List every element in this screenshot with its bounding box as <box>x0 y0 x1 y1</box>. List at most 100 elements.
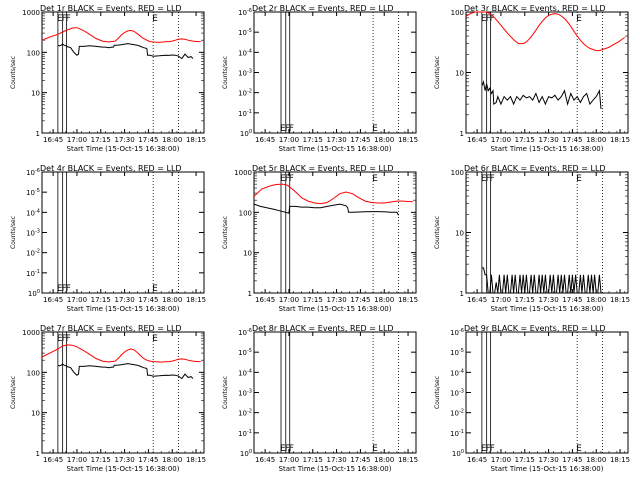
x-tick-label: 17:45 <box>562 456 582 464</box>
x-tick-label: 17:00 <box>491 456 511 464</box>
y-tick-label: 10-6 <box>26 168 40 177</box>
x-tick-label: 18:00 <box>374 456 394 464</box>
y-tick-label: 1000 <box>22 329 40 337</box>
x-tick-label: 17:00 <box>491 296 511 304</box>
panel-title: Det 7r BLACK = Events, RED = LLD <box>40 324 182 333</box>
x-tick-label: 18:00 <box>162 456 182 464</box>
x-tick-label: 17:30 <box>538 456 558 464</box>
y-tick-label: 100 <box>240 129 252 138</box>
y-tick-label: 10 <box>243 250 252 258</box>
x-tick-label: 16:45 <box>255 456 275 464</box>
x-tick-label: 17:45 <box>350 136 370 144</box>
y-tick-label: 100 <box>451 169 464 177</box>
y-tick-label: 10-3 <box>238 69 252 78</box>
x-axis-label: Start Time (15-Oct-15 16:38:00) <box>67 465 180 473</box>
x-tick-label: 17:45 <box>562 296 582 304</box>
x-tick-label: 17:45 <box>350 456 370 464</box>
event-marker-label: F <box>66 284 71 294</box>
x-axis-label: Start Time (15-Oct-15 16:38:00) <box>491 465 604 473</box>
y-tick-label: 10-4 <box>26 208 40 217</box>
event-marker-label: E <box>481 14 487 24</box>
x-tick-label: 18:15 <box>186 456 206 464</box>
x-tick-label: 17:15 <box>515 456 535 464</box>
x-tick-label: 18:15 <box>610 456 630 464</box>
x-tick-label: 16:45 <box>255 296 275 304</box>
events-series-line <box>57 43 194 60</box>
x-tick-label: 18:00 <box>374 136 394 144</box>
x-tick-label: 17:00 <box>67 456 87 464</box>
y-axis-label: Counts/sec <box>10 376 17 409</box>
y-axis-label: Counts/sec <box>10 56 17 89</box>
event-marker-label: E <box>481 444 487 454</box>
x-tick-label: 18:15 <box>398 296 418 304</box>
panel-title: Det 2r BLACK = Events, RED = LLD <box>252 4 394 13</box>
x-tick-label: 16:45 <box>43 136 63 144</box>
x-tick-label: 17:30 <box>114 296 134 304</box>
event-marker-label: F <box>66 14 71 24</box>
events-series-line <box>57 363 194 380</box>
x-tick-label: 17:00 <box>67 136 87 144</box>
event-marker-label: F <box>62 334 67 344</box>
event-marker-label: F <box>66 334 71 344</box>
event-marker-label: E <box>280 444 286 454</box>
detector-panel-7: Det 7r BLACK = Events, RED = LLD 16:45 17:… <box>10 324 206 473</box>
y-tick-label: 10-6 <box>238 328 252 337</box>
y-tick-label: 10-1 <box>238 429 252 438</box>
event-marker-label: F <box>490 444 495 454</box>
y-tick-label: 100 <box>27 369 40 377</box>
event-marker-label: F <box>486 444 491 454</box>
y-tick-label: 100 <box>239 209 252 217</box>
panel-title: Det 5r BLACK = Events, RED = LLD <box>252 164 394 173</box>
event-marker-label: E <box>372 174 378 184</box>
x-tick-label: 16:45 <box>43 456 63 464</box>
x-axis-label: Start Time (15-Oct-15 16:38:00) <box>491 305 604 313</box>
x-tick-label: 17:15 <box>303 296 323 304</box>
panel-title: Det 8r BLACK = Events, RED = LLD <box>252 324 394 333</box>
x-tick-label: 18:00 <box>162 296 182 304</box>
x-tick-label: 16:45 <box>467 296 487 304</box>
event-marker-label: E <box>280 174 286 184</box>
y-tick-label: 10 <box>455 70 464 78</box>
y-tick-label: 10-2 <box>26 249 40 258</box>
panel-title: Det 6r BLACK = Events, RED = LLD <box>464 164 606 173</box>
x-tick-label: 17:30 <box>326 136 346 144</box>
x-tick-label: 17:30 <box>326 456 346 464</box>
x-tick-label: 17:30 <box>114 456 134 464</box>
event-marker-label: F <box>289 124 294 134</box>
x-tick-label: 17:45 <box>350 296 370 304</box>
x-tick-label: 17:30 <box>326 296 346 304</box>
plot-frame <box>253 11 417 134</box>
events-series-line <box>481 80 602 109</box>
event-marker-label: E <box>576 444 582 454</box>
y-tick-label: 1000 <box>234 169 252 177</box>
detector-panel-3: Det 3r BLACK = Events, RED = LLD 16:45 17:… <box>434 4 630 153</box>
y-tick-label: 100 <box>452 449 464 458</box>
x-axis-label: Start Time (15-Oct-15 16:38:00) <box>67 305 180 313</box>
y-axis-label: Counts/sec <box>222 56 229 89</box>
y-tick-label: 10-3 <box>238 389 252 398</box>
y-axis-label: Counts/sec <box>222 216 229 249</box>
y-tick-label: 1 <box>36 130 40 138</box>
x-tick-label: 18:00 <box>586 296 606 304</box>
x-tick-label: 17:45 <box>562 136 582 144</box>
x-tick-label: 17:15 <box>303 456 323 464</box>
x-tick-label: 18:15 <box>186 136 206 144</box>
plot-frame <box>253 171 417 294</box>
x-tick-label: 18:00 <box>586 456 606 464</box>
y-tick-label: 10-5 <box>238 348 252 357</box>
y-axis-label: Counts/sec <box>434 216 441 249</box>
x-tick-label: 18:00 <box>586 136 606 144</box>
events-series-line <box>253 203 399 216</box>
detector-panel-8: Det 8r BLACK = Events, RED = LLD 16:45 17:… <box>222 324 418 473</box>
event-marker-label: E <box>280 124 286 134</box>
lld-series-line <box>465 11 626 52</box>
y-tick-label: 10 <box>31 410 40 418</box>
x-axis-label: Start Time (15-Oct-15 16:38:00) <box>279 465 392 473</box>
detector-panel-9: Det 9r BLACK = Events, RED = LLD 16:45 17:… <box>434 324 630 473</box>
event-marker-label: F <box>486 174 491 184</box>
y-tick-label: 100 <box>28 289 40 298</box>
event-marker-label: F <box>289 444 294 454</box>
lld-series-line <box>253 183 413 205</box>
x-tick-label: 16:45 <box>467 136 487 144</box>
y-axis-label: Counts/sec <box>10 216 17 249</box>
